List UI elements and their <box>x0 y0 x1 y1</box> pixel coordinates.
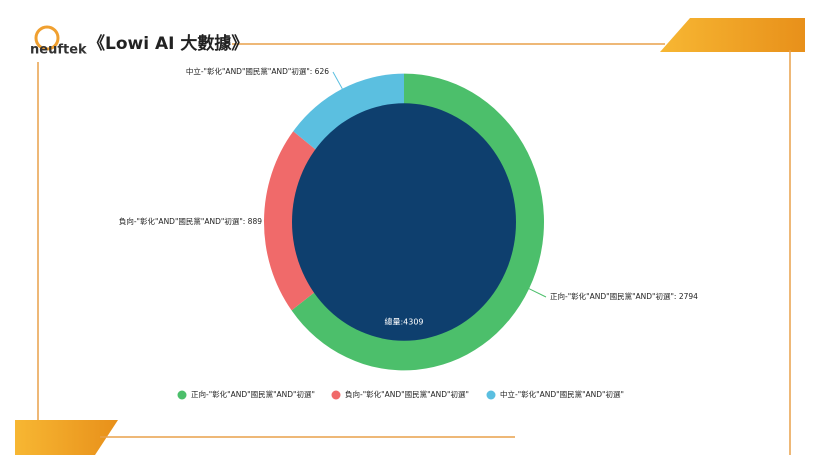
donut-center <box>292 103 516 341</box>
chart-title: 《Lowi AI 大數據》 <box>88 33 248 54</box>
legend-marker <box>331 390 341 400</box>
leader-line <box>528 288 547 298</box>
leader-line <box>263 220 267 223</box>
legend-marker <box>486 390 496 400</box>
legend-label: 負向-"彰化"AND"國民黨"AND"初選" <box>345 389 469 399</box>
logo: neuftek <box>30 43 87 58</box>
leader-line <box>332 71 343 90</box>
legend-label: 正向-"彰化"AND"國民黨"AND"初選" <box>191 389 315 399</box>
corner-decoration <box>15 420 118 455</box>
data-label: 正向-"彰化"AND"國民黨"AND"初選": 2794 <box>550 291 698 301</box>
legend-label: 中立-"彰化"AND"國民黨"AND"初選" <box>500 389 624 399</box>
data-label: 中立-"彰化"AND"國民黨"AND"初選": 626 <box>186 66 329 76</box>
center-label: 總量:4309 <box>384 317 423 327</box>
legend-marker <box>177 390 187 400</box>
data-label: 負向-"彰化"AND"國民黨"AND"初選": 889 <box>119 216 262 226</box>
logo-icon <box>34 25 60 51</box>
corner-decoration <box>660 18 805 52</box>
